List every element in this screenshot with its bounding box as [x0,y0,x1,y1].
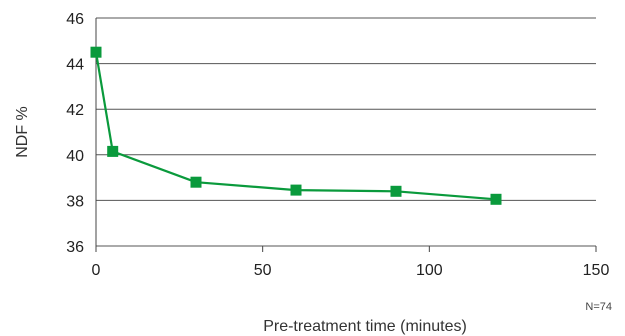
data-point-0-0 [90,46,102,58]
y-axis-title: NDF % [14,106,31,158]
x-tick-label-1: 50 [254,262,272,279]
data-point-0-5 [490,193,502,205]
data-point-0-3 [290,184,302,196]
y-tick-label-4: 44 [66,57,84,74]
data-point-0-4 [390,185,402,197]
x-tick-labels: 0 50 100 150 [92,246,610,279]
sample-size-note: N=74 [585,301,612,313]
y-tick-labels: 36 38 40 42 44 46 [66,11,84,256]
y-tick-label-3: 42 [66,102,84,119]
gridlines [96,17,596,247]
x-tick-label-2: 100 [416,262,443,279]
series [90,46,502,205]
y-tick-label-1: 38 [66,193,84,210]
y-tick-label-5: 46 [66,11,84,28]
y-tick-label-0: 36 [66,239,84,256]
x-tick-label-0: 0 [92,262,101,279]
data-point-0-1 [107,145,119,157]
x-tick-label-3: 150 [583,262,610,279]
x-axis-title: Pre-treatment time (minutes) [263,318,467,335]
y-tick-label-2: 40 [66,148,84,165]
series-line-0 [94,52,497,201]
data-point-0-2 [190,176,202,188]
